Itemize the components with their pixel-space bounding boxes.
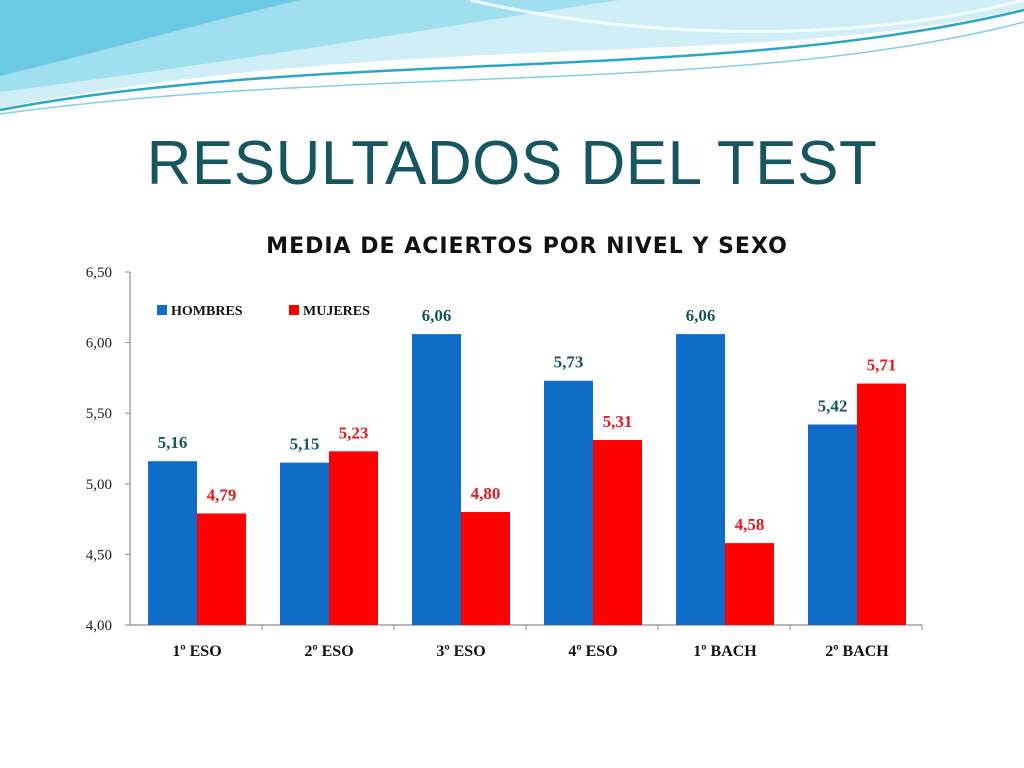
bar-hombres xyxy=(808,424,857,625)
x-category-label: 3º ESO xyxy=(436,643,485,660)
data-label-hombres: 6,06 xyxy=(686,306,716,325)
bar-mujeres xyxy=(725,543,774,625)
legend-label-mujeres: MUJERES xyxy=(303,304,370,319)
x-category-label: 2º BACH xyxy=(825,643,889,660)
bar-mujeres xyxy=(197,513,246,625)
legend: HOMBRES MUJERES xyxy=(157,304,370,319)
legend-swatch-mujeres xyxy=(289,305,299,315)
y-tick-label: 4,00 xyxy=(86,618,112,634)
data-label-hombres: 6,06 xyxy=(422,306,452,325)
y-tick-label: 5,50 xyxy=(86,406,112,422)
x-category-label: 1º BACH xyxy=(693,643,757,660)
legend-swatch-hombres xyxy=(157,305,167,315)
bar-hombres xyxy=(544,380,593,625)
data-label-hombres: 5,42 xyxy=(818,396,848,415)
bar-mujeres xyxy=(329,451,378,625)
y-tick-label: 6,00 xyxy=(86,336,112,352)
data-label-hombres: 5,16 xyxy=(158,433,188,452)
bar-mujeres xyxy=(857,383,906,625)
data-label-mujeres: 5,31 xyxy=(603,412,633,431)
data-label-hombres: 5,73 xyxy=(554,353,584,372)
y-tick-label: 5,00 xyxy=(86,477,112,493)
bar-hombres xyxy=(148,461,197,625)
chart-title: MEDIA DE ACIERTOS POR NIVEL Y SEXO xyxy=(266,234,788,259)
bar-mujeres xyxy=(461,512,510,625)
slide-title: RESULTADOS DEL TEST xyxy=(146,129,878,198)
x-axis-labels: 1º ESO 2º ESO 3º ESO 4º ESO 1º BACH 2º BACH xyxy=(172,625,923,660)
bars-group xyxy=(148,334,906,625)
y-axis-ticks: 4,00 4,50 5,00 5,50 6,00 6,50 xyxy=(86,265,130,634)
bar-mujeres xyxy=(593,440,642,625)
header-wave-decoration xyxy=(0,0,1024,115)
data-label-mujeres: 4,80 xyxy=(471,484,501,503)
bar-hombres xyxy=(280,462,329,625)
x-category-label: 4º ESO xyxy=(568,643,617,660)
data-labels-group: 5,16 4,79 5,15 5,23 6,06 4,80 5,73 5,31 6,06 4,58… xyxy=(158,306,897,534)
bar-hombres xyxy=(676,334,725,625)
data-label-mujeres: 4,58 xyxy=(735,515,765,534)
y-tick-label: 6,50 xyxy=(86,265,112,281)
legend-label-hombres: HOMBRES xyxy=(171,304,243,319)
data-label-mujeres: 5,71 xyxy=(867,356,897,375)
data-label-hombres: 5,15 xyxy=(290,435,320,454)
x-category-label: 1º ESO xyxy=(172,643,221,660)
data-label-mujeres: 5,23 xyxy=(339,423,369,442)
y-tick-label: 4,50 xyxy=(86,547,112,563)
x-category-label: 2º ESO xyxy=(304,643,353,660)
bar-hombres xyxy=(412,334,461,625)
data-label-mujeres: 4,79 xyxy=(207,485,237,504)
